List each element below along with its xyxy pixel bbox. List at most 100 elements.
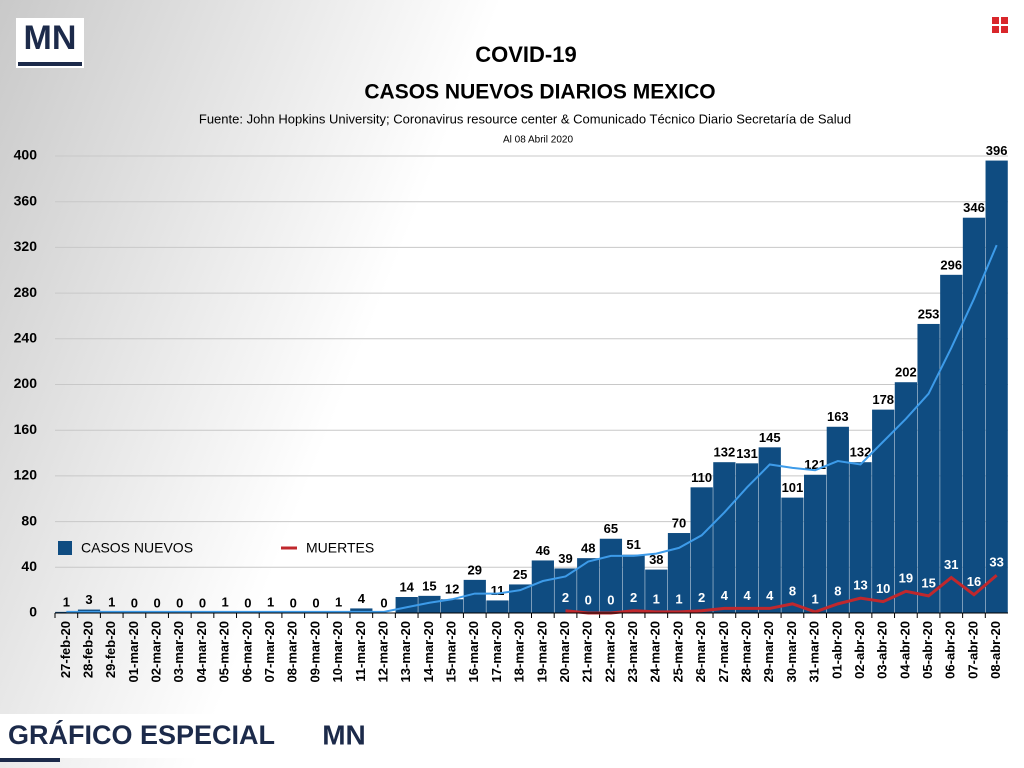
x-tick-label: 29-mar-20 bbox=[761, 621, 776, 682]
data-label: 110 bbox=[691, 470, 712, 485]
y-tick-label: 40 bbox=[21, 558, 37, 574]
data-label: 0 bbox=[607, 592, 614, 607]
line bbox=[565, 574, 998, 615]
bar bbox=[804, 474, 827, 613]
footer-box bbox=[0, 714, 380, 758]
y-tick-label: 280 bbox=[14, 284, 38, 300]
chart-subtitle: CASOS NUEVOS DIARIOS MEXICO bbox=[364, 81, 715, 104]
data-label: 38 bbox=[649, 552, 663, 567]
bar bbox=[781, 497, 804, 613]
data-label: 1 bbox=[108, 594, 115, 609]
data-label: 4 bbox=[721, 588, 729, 603]
x-tick-label: 25-mar-20 bbox=[670, 621, 685, 682]
x-tick-label: 02-abr-20 bbox=[852, 621, 867, 679]
data-label: 0 bbox=[176, 595, 183, 610]
bar bbox=[690, 487, 713, 613]
x-tick-label: 28-mar-20 bbox=[738, 621, 753, 682]
y-tick-label: 240 bbox=[14, 330, 38, 346]
bar bbox=[554, 568, 577, 613]
x-tick-label: 03-mar-20 bbox=[171, 621, 186, 682]
data-label: 4 bbox=[743, 588, 751, 603]
y-tick-label: 360 bbox=[14, 192, 38, 208]
data-label: 132 bbox=[714, 445, 736, 460]
x-tick-label: 11-mar-20 bbox=[353, 621, 368, 682]
x-tick-label: 03-abr-20 bbox=[875, 621, 890, 679]
bar bbox=[872, 409, 895, 613]
chart-title: COVID-19 bbox=[475, 42, 576, 67]
x-tick-label: 30-mar-20 bbox=[784, 621, 799, 682]
x-tick-label: 06-mar-20 bbox=[239, 621, 254, 682]
bar bbox=[713, 462, 736, 613]
bar bbox=[463, 579, 486, 613]
x-tick-label: 19-mar-20 bbox=[534, 621, 549, 682]
logo-box bbox=[16, 18, 84, 68]
legend-label: MUERTES bbox=[306, 540, 374, 556]
bar bbox=[531, 560, 554, 613]
x-tick-label: 26-mar-20 bbox=[693, 621, 708, 682]
bar bbox=[894, 382, 918, 613]
data-label: 145 bbox=[759, 430, 781, 445]
data-label: 1 bbox=[63, 594, 70, 609]
data-label: 178 bbox=[872, 392, 894, 407]
x-tick-label: 28-feb-20 bbox=[80, 621, 95, 678]
data-label: 0 bbox=[153, 595, 160, 610]
data-label: 8 bbox=[789, 583, 796, 598]
data-label: 48 bbox=[581, 541, 595, 556]
data-label: 15 bbox=[422, 578, 436, 593]
bar bbox=[440, 599, 464, 613]
bar bbox=[985, 160, 1008, 613]
data-label: 25 bbox=[513, 567, 527, 582]
data-label: 19 bbox=[899, 571, 913, 586]
data-label: 31 bbox=[944, 557, 958, 572]
data-label: 39 bbox=[558, 551, 572, 566]
bar bbox=[645, 569, 668, 613]
x-tick-label: 04-abr-20 bbox=[897, 621, 912, 679]
y-tick-label: 120 bbox=[14, 467, 38, 483]
x-tick-label: 08-abr-20 bbox=[988, 621, 1003, 679]
data-label: 29 bbox=[468, 562, 482, 577]
legend-swatch bbox=[58, 541, 72, 555]
data-label: 65 bbox=[604, 521, 618, 536]
data-label: 70 bbox=[672, 515, 686, 530]
bar bbox=[350, 608, 373, 613]
y-tick-label: 400 bbox=[14, 147, 38, 163]
x-tick-label: 04-mar-20 bbox=[194, 621, 209, 682]
data-label: 346 bbox=[963, 200, 985, 215]
x-tick-label: 21-mar-20 bbox=[580, 621, 595, 682]
data-label: 132 bbox=[850, 445, 872, 460]
x-tick-label: 22-mar-20 bbox=[602, 621, 617, 682]
footer-bar bbox=[0, 758, 60, 762]
data-label: 11 bbox=[491, 583, 505, 598]
bar bbox=[962, 217, 986, 613]
data-label: 16 bbox=[967, 574, 981, 589]
bar bbox=[917, 323, 940, 613]
x-tick-label: 16-mar-20 bbox=[466, 621, 481, 682]
y-tick-label: 320 bbox=[14, 238, 38, 254]
footer-logo: MN bbox=[322, 719, 366, 750]
data-label: 33 bbox=[989, 555, 1003, 570]
data-label: 14 bbox=[399, 579, 414, 594]
x-tick-label: 09-mar-20 bbox=[307, 621, 322, 682]
data-label: 101 bbox=[782, 480, 804, 495]
bar bbox=[486, 600, 509, 613]
footer: GRÁFICO ESPECIAL bbox=[8, 719, 275, 750]
x-tick-label: 01-abr-20 bbox=[829, 621, 844, 679]
x-tick-label: 02-mar-20 bbox=[149, 621, 164, 682]
data-label: 0 bbox=[244, 595, 251, 610]
data-label: 0 bbox=[290, 595, 297, 610]
x-tick-label: 08-mar-20 bbox=[285, 621, 300, 682]
x-tick-label: 18-mar-20 bbox=[512, 621, 527, 682]
data-label: 4 bbox=[358, 591, 366, 606]
x-tick-label: 29-feb-20 bbox=[103, 621, 118, 678]
data-label: 202 bbox=[895, 365, 917, 380]
data-label: 3 bbox=[85, 592, 92, 607]
data-label: 2 bbox=[562, 590, 569, 605]
data-label: 1 bbox=[812, 591, 819, 606]
x-tick-label: 31-mar-20 bbox=[807, 621, 822, 682]
bar bbox=[667, 533, 691, 613]
data-label: 296 bbox=[940, 257, 962, 272]
x-tick-label: 05-abr-20 bbox=[920, 621, 935, 679]
x-tick-label: 17-mar-20 bbox=[489, 621, 504, 682]
x-tick-label: 12-mar-20 bbox=[375, 621, 390, 682]
